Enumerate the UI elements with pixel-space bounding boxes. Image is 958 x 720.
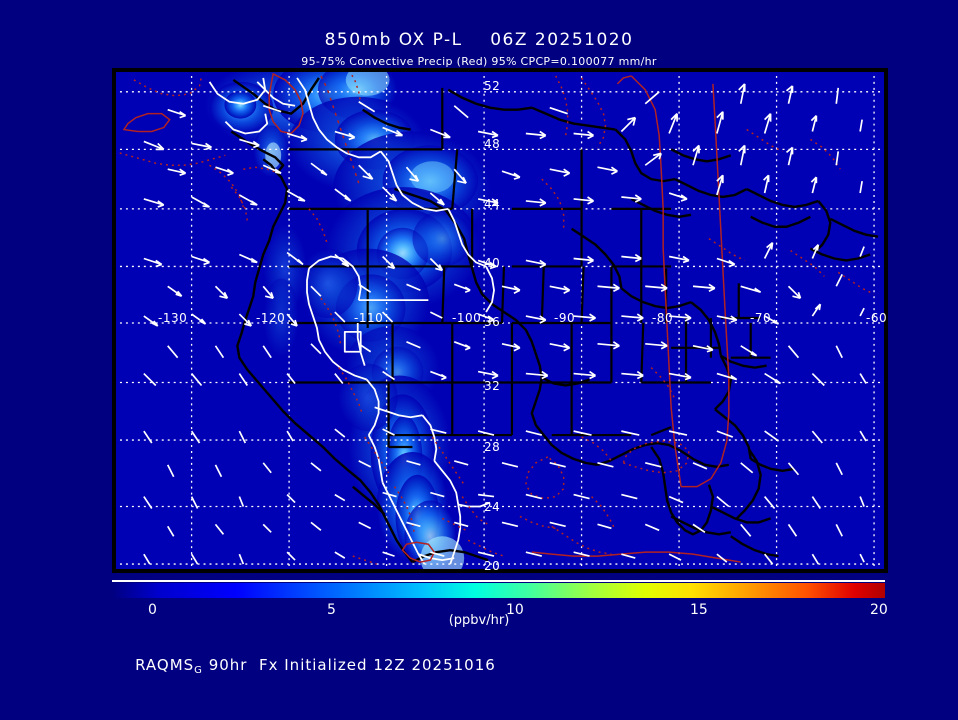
colorbar-tick-15: 15 <box>690 602 708 618</box>
map-canvas <box>114 70 886 571</box>
lat-label-32: 32 <box>484 379 501 393</box>
lon-label-60: -60 <box>866 311 888 325</box>
colorbar-gradient <box>112 583 885 598</box>
wind-vector <box>143 428 867 444</box>
lon-label-130: -130 <box>158 311 188 325</box>
lat-label-40: 40 <box>484 256 501 270</box>
wind-vector <box>167 273 843 299</box>
value-contours-layer <box>208 77 495 565</box>
wind-vector <box>167 144 840 184</box>
lon-label-110: -110 <box>354 311 384 325</box>
footer-model-subscript: G <box>194 665 203 676</box>
convective-precip-contours <box>114 70 875 565</box>
footer-model-name: RAQMS <box>135 656 195 674</box>
lat-label-24: 24 <box>484 500 501 514</box>
chart-subtitle: 95-75% Convective Precip (Red) 95% CPCP=… <box>301 55 657 68</box>
lon-label-100: -100 <box>452 311 482 325</box>
footer-forecast-text: 90hr Fx Initialized 12Z 20251016 <box>202 656 496 674</box>
wind-vector <box>166 460 843 478</box>
lat-label-28: 28 <box>484 440 501 454</box>
wind-vector <box>167 341 843 359</box>
model-footer: RAQMSG 90hr Fx Initialized 12Z 20251016 <box>112 638 496 692</box>
concentration-field <box>203 70 493 571</box>
colorbar <box>112 580 885 598</box>
lat-label-36: 36 <box>484 315 501 329</box>
colorbar-top-rule <box>112 580 885 582</box>
colorbar-unit-label: (ppbv/hr) <box>448 613 510 628</box>
wind-vector <box>143 111 863 151</box>
wind-vector <box>143 491 865 510</box>
colorbar-tick-5: 5 <box>327 602 336 618</box>
map-plot-area <box>112 68 888 573</box>
lat-label-44: 44 <box>484 197 501 211</box>
lon-label-90: -90 <box>554 311 576 325</box>
colorbar-tick-10: 10 <box>506 602 524 618</box>
wind-vector <box>143 303 865 327</box>
lon-label-80: -80 <box>652 311 674 325</box>
wind-vector <box>143 551 865 565</box>
lat-label-20: 20 <box>484 559 501 573</box>
colorbar-tick-0: 0 <box>148 602 157 618</box>
colorbar-tick-20: 20 <box>870 602 888 618</box>
wind-vector <box>143 370 867 387</box>
lat-label-48: 48 <box>484 137 501 151</box>
wind-vector <box>167 83 840 119</box>
lon-label-70: -70 <box>750 311 772 325</box>
wind-vector <box>166 521 843 537</box>
wind-vector <box>143 174 863 208</box>
lon-label-120: -120 <box>256 311 286 325</box>
chart-title: 850mb OX P-L 06Z 20251020 <box>324 30 634 50</box>
ocean-background <box>114 70 886 571</box>
wind-vectors-layer <box>143 83 867 565</box>
wind-vector <box>143 241 865 272</box>
lat-label-52: 52 <box>484 79 501 93</box>
